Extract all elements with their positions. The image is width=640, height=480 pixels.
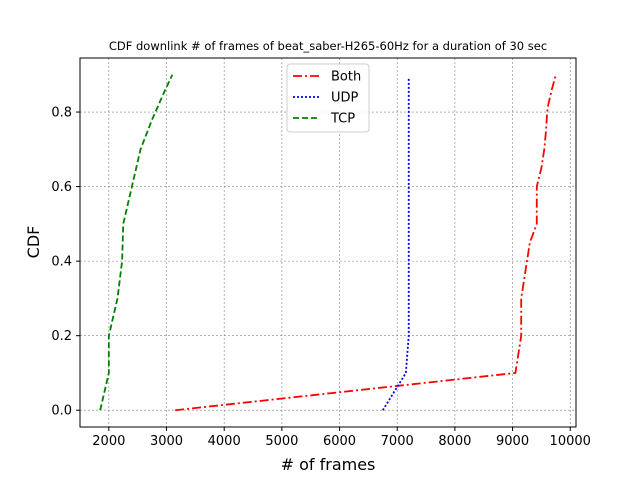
x-axis-ticks: 2000 3000 4000 5000 6000 7000 8000 9000 10000	[92, 427, 591, 449]
y-tick-label: 0.6	[51, 180, 72, 195]
y-axis-ticks: 0.0 0.2 0.4 0.6 0.8	[51, 106, 80, 419]
x-axis-label: # of frames	[281, 455, 376, 474]
x-tick-label: 7000	[381, 434, 414, 449]
series-line-tcp	[99, 74, 174, 411]
y-axis-label: CDF	[24, 226, 43, 259]
series-line-both	[175, 74, 557, 412]
legend-label-both: Both	[331, 70, 361, 85]
chart-title: CDF downlink # of frames of beat_saber-H…	[109, 39, 547, 53]
series-line-udp	[382, 78, 410, 411]
x-tick-label: 3000	[150, 434, 183, 449]
x-tick-label: 6000	[323, 434, 356, 449]
y-tick-label: 0.4	[51, 255, 72, 270]
x-tick-label: 8000	[438, 434, 471, 449]
x-tick-label: 5000	[265, 434, 298, 449]
legend-label-tcp: TCP	[330, 112, 355, 127]
y-tick-label: 0.8	[51, 106, 72, 121]
y-tick-label: 0.0	[51, 404, 72, 419]
legend: Both UDP TCP	[286, 63, 370, 133]
x-tick-label: 9000	[496, 434, 529, 449]
legend-box	[286, 63, 370, 133]
legend-label-udp: UDP	[331, 91, 359, 106]
x-tick-label: 2000	[92, 434, 125, 449]
x-tick-label: 10000	[550, 434, 591, 449]
x-tick-label: 4000	[208, 434, 241, 449]
plot-frame	[79, 57, 577, 428]
y-tick-label: 0.2	[51, 329, 72, 344]
series-group	[99, 74, 557, 412]
grid	[80, 58, 576, 427]
